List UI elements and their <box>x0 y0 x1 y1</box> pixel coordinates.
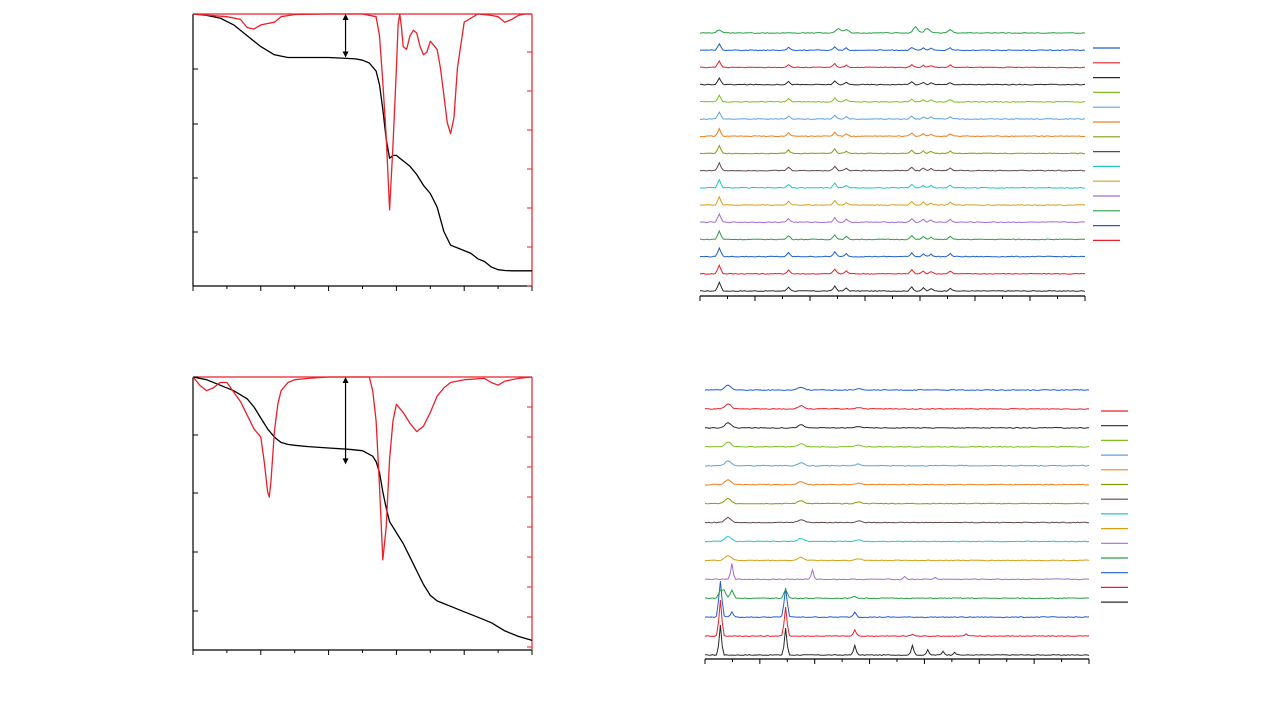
diffraction-trace <box>705 587 1090 600</box>
diffraction-trace <box>700 229 1085 241</box>
diffraction-trace <box>699 161 1086 172</box>
diffraction-trace <box>704 563 1090 581</box>
diffraction-trace <box>699 59 1085 69</box>
diffraction-trace <box>699 76 1086 86</box>
arrow-head-down <box>342 458 349 465</box>
diffraction-trace <box>699 25 1086 34</box>
diffraction-trace <box>704 441 1090 448</box>
tga-curve <box>192 376 533 642</box>
xrd-panel-top <box>699 25 1120 301</box>
diffraction-trace <box>699 111 1086 120</box>
dtg-curve <box>192 13 532 211</box>
xrd-panel-bottom <box>704 384 1128 664</box>
diffraction-trace <box>704 554 1090 562</box>
arrow-head-up <box>342 14 349 20</box>
dtg-curve <box>192 376 533 561</box>
diffraction-trace <box>699 246 1086 258</box>
tga-panel-top <box>192 13 533 291</box>
diffraction-trace <box>704 460 1090 467</box>
diffraction-trace <box>704 536 1090 543</box>
diffraction-trace <box>699 212 1086 224</box>
diffraction-trace <box>704 497 1090 505</box>
diffraction-trace <box>704 403 1090 410</box>
arrow-head-up <box>342 377 349 383</box>
diffraction-trace <box>699 127 1086 138</box>
tga-curve <box>192 13 532 272</box>
diffraction-trace <box>700 280 1086 292</box>
diffraction-trace <box>704 384 1090 391</box>
diffraction-trace <box>704 516 1090 524</box>
diffraction-trace <box>699 42 1086 52</box>
diffraction-trace <box>704 479 1090 486</box>
diffraction-trace <box>699 178 1086 189</box>
diffraction-trace <box>704 581 1090 619</box>
diffraction-trace <box>699 195 1086 206</box>
diffraction-trace <box>699 93 1086 103</box>
diffraction-trace <box>704 422 1090 429</box>
arrow-head-down <box>342 51 349 58</box>
diffraction-trace <box>704 600 1090 638</box>
diffraction-trace <box>699 144 1086 155</box>
tga-panel-bottom <box>192 376 533 655</box>
diffraction-trace <box>705 624 1090 656</box>
diffraction-trace <box>699 263 1086 275</box>
